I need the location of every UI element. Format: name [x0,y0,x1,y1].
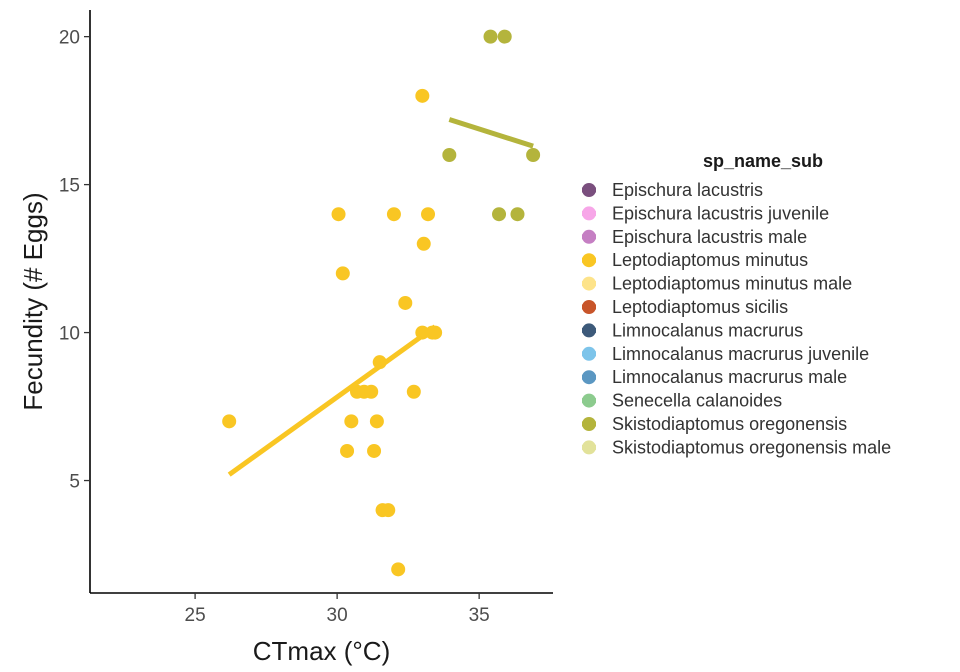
legend-entry: Leptodiaptomus minutus male [582,274,852,294]
legend-label: Skistodiaptomus oregonensis [612,414,847,434]
legend-entry: Limnocalanus macrurus [582,320,803,340]
legend-key-dot [582,323,596,338]
legend-label: Skistodiaptomus oregonensis male [612,437,891,457]
data-point [526,148,541,163]
trend-line [448,117,534,149]
legend-label: Epischura lacustris male [612,227,807,247]
legend-key-dot [582,300,596,314]
data-point [442,148,457,163]
data-point [510,207,525,222]
legend-entry: Epischura lacustris [582,180,763,200]
data-point [331,207,346,222]
legend-entry: Leptodiaptomus sicilis [582,297,788,317]
ticks: 25 30 35 5 10 15 20 [59,28,490,626]
x-tick-label: 30 [327,605,348,626]
series-group [222,88,443,577]
legend-entry: Epischura lacustris juvenile [582,203,829,223]
trend-line [227,324,437,477]
y-axis-title: Fecundity (# Eggs) [18,192,48,410]
data-point [483,29,498,44]
legend-key-dot [582,229,596,244]
y-tick-label: 10 [59,324,80,345]
axes [89,10,553,594]
y-tick-label: 5 [69,472,80,493]
data-point [340,443,355,458]
data-point [416,236,431,251]
data-point [381,503,396,518]
data-point [369,414,384,429]
legend-key-dot [582,183,596,197]
legend-label: Limnocalanus macrurus [612,320,803,340]
x-tick-label: 25 [185,605,206,626]
legend-entry: Skistodiaptomus oregonensis [582,414,847,434]
legend-label: Limnocalanus macrurus juvenile [612,344,869,364]
legend-entry: Limnocalanus macrurus male [582,367,847,387]
legend-entry: Senecella calanoides [582,391,782,411]
data-point [406,384,421,399]
legend-key-dot [582,417,596,431]
legend-entry: Epischura lacustris male [582,227,807,247]
data-point [222,414,237,429]
legend-entry: Leptodiaptomus minutus [582,250,808,270]
legend-key-dot [582,370,596,385]
legend: sp_name_sub Epischura lacustris Epischura… [582,151,891,457]
data-point [335,266,350,281]
legend-entry: Limnocalanus macrurus juvenile [582,344,869,364]
legend-key-dot [582,276,596,291]
data-point [364,384,379,399]
legend-label: Leptodiaptomus minutus male [612,274,852,294]
data-point [492,207,507,222]
data-point [421,207,436,222]
data-point [386,207,401,222]
series-group [442,29,541,222]
legend-label: Epischura lacustris juvenile [612,203,829,223]
legend-key-dot [582,253,596,268]
data-point [497,29,512,44]
legend-label: Senecella calanoides [612,391,782,411]
data-point [398,295,413,310]
data-point [391,562,406,577]
legend-label: Leptodiaptomus minutus [612,250,808,270]
y-tick-label: 15 [59,176,80,197]
legend-label: Epischura lacustris [612,180,763,200]
legend-key-dot [582,393,596,408]
legend-key-dot [582,346,596,361]
legend-label: Limnocalanus macrurus male [612,367,847,387]
data-point [415,88,430,103]
legend-entry: Skistodiaptomus oregonensis male [582,437,891,457]
legend-label: Leptodiaptomus sicilis [612,297,788,317]
x-tick-label: 35 [469,605,490,626]
data-point [344,414,359,429]
legend-key-dot [582,206,596,221]
x-axis-title: CTmax (°C) [253,636,391,666]
legend-title: sp_name_sub [703,151,823,171]
y-tick-label: 20 [59,28,80,49]
plot-area [222,29,541,577]
legend-key-dot [582,440,596,455]
data-point [367,443,382,458]
